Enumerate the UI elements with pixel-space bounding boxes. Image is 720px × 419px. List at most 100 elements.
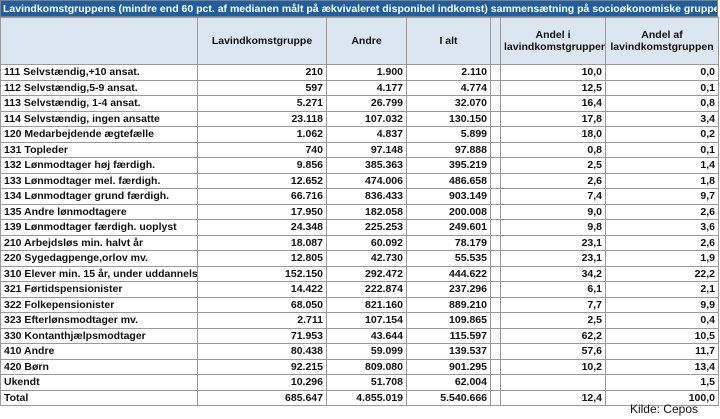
table-cell: 134 Lønmodtager grund færdigh. [0,188,198,205]
table-cell: 3,6 [605,219,719,236]
header-cell [490,17,501,65]
table-cell: 1,9 [605,250,719,267]
table-cell: 135 Andre lønmodtagere [0,203,198,220]
table-cell [490,172,501,189]
table-cell: 42.730 [326,250,407,267]
table-cell: 210 [197,64,327,81]
table-cell: 97.148 [326,141,407,158]
table-cell [490,358,501,375]
table-cell: 1,8 [605,172,719,189]
table-cell: 10,0 [500,64,606,81]
table-cell: 486.658 [406,172,491,189]
table-row: 120 Medarbejdende ægtefælle 1.062 4.837 5.8… [0,126,719,143]
table-cell: 0,1 [605,79,719,96]
table-cell: 139 Lønmodtager færdigh. uoplyst [0,219,198,236]
table-cell: 2,6 [500,172,606,189]
table-cell: 395.219 [406,157,491,174]
table-cell: 18,0 [500,126,606,143]
table-cell [490,296,501,313]
table-cell [490,95,501,112]
table-cell: 4.837 [326,126,407,143]
table-cell: 109.865 [406,312,491,329]
table-cell: 836.433 [326,188,407,205]
table-cell: 16,4 [500,95,606,112]
table-cell: 11,7 [605,343,719,360]
table-row: 133 Lønmodtager mel. færdigh. 12.652 474.0… [0,172,719,189]
header-cell: Lavindkomstgruppe [197,17,327,65]
table-cell: 62,2 [500,327,606,344]
table-cell: 55.535 [406,250,491,267]
header-cell [0,17,198,65]
table-cell: 34,2 [500,265,606,282]
table-cell: 23,1 [500,250,606,267]
header-cell: Andel af lavindkomstgruppen [605,17,719,65]
table-cell: 107.154 [326,312,407,329]
table-cell: 120 Medarbejdende ægtefælle [0,126,198,143]
table-cell: 131 Topleder [0,141,198,158]
table-cell: 444.622 [406,265,491,282]
table-row: 135 Andre lønmodtagere 17.950 182.058 200.0… [0,203,719,220]
table-cell: 18.087 [197,234,327,251]
table-cell [490,219,501,236]
table-cell: 68.050 [197,296,327,313]
table-cell: 60.092 [326,234,407,251]
table-cell: 92.215 [197,358,327,375]
table-cell: 51.708 [326,374,407,391]
table-row: 112 Selvstændig,5-9 ansat. 597 4.177 4.774 1… [0,79,719,96]
table-cell: 597 [197,79,327,96]
table-cell: 249.601 [406,219,491,236]
table-row: Ukendt 10.296 51.708 62.004 1,5 [0,374,719,391]
table-cell: 2.711 [197,312,327,329]
table-cell: 12,4 [500,389,606,406]
table-cell: 10,5 [605,327,719,344]
table-cell: 132 Lønmodtager høj færdigh. [0,157,198,174]
table-cell [490,126,501,143]
table-cell: 0,4 [605,312,719,329]
table-cell: 323 Efterlønsmodtager mv. [0,312,198,329]
table-cell [490,374,501,391]
table-cell: 3,4 [605,110,719,127]
table-row: 410 Andre 80.438 59.099 139.537 57,6 11,7 [0,343,719,360]
table-cell: 152.150 [197,265,327,282]
table-cell: 14.422 [197,281,327,298]
table-cell: 6,1 [500,281,606,298]
table-cell: 71.953 [197,327,327,344]
table-cell: 9,0 [500,203,606,220]
table-cell: 903.149 [406,188,491,205]
table-row: 322 Folkepensionister 68.050 821.160 889.21… [0,296,719,313]
table-cell: 9,8 [500,219,606,236]
table-cell [490,312,501,329]
table-cell: 2.110 [406,64,491,81]
table-cell [490,265,501,282]
table-cell: 78.179 [406,234,491,251]
table-cell: 22,2 [605,265,719,282]
table-cell: 12.805 [197,250,327,267]
table-cell: 1.900 [326,64,407,81]
table-row: Total 685.647 4.855.019 5.540.666 12,4 100,0 [0,389,719,406]
table-cell: 113 Selvstændig, 1-4 ansat. [0,95,198,112]
table-cell: 474.006 [326,172,407,189]
source: Kilde: Cepos [629,402,698,416]
table-row: 310 Elever min. 15 år, under uddannelse 1… [0,265,719,282]
table-cell: 292.472 [326,265,407,282]
table-row: 139 Lønmodtager færdigh. uoplyst 24.348 22… [0,219,719,236]
table-cell: 17.950 [197,203,327,220]
table-cell: 330 Kontanthjælpsmodtager [0,327,198,344]
table-cell: 200.008 [406,203,491,220]
table-cell: 237.296 [406,281,491,298]
table-cell: 10.296 [197,374,327,391]
table-cell: 9.856 [197,157,327,174]
table-cell: 1,4 [605,157,719,174]
table-cell: 97.888 [406,141,491,158]
table-cell: 222.874 [326,281,407,298]
table-cell: 107.032 [326,110,407,127]
table-cell: 12,5 [500,79,606,96]
table-cell: 0,1 [605,141,719,158]
table-cell: 182.058 [326,203,407,220]
table-row: 210 Arbejdsløs min. halvt år 18.087 60.092… [0,234,719,251]
table-cell: 5.540.666 [406,389,491,406]
table-cell [490,203,501,220]
table-row: 113 Selvstændig, 1-4 ansat. 5.271 26.799 32… [0,95,719,112]
table-cell: 133 Lønmodtager mel. færdigh. [0,172,198,189]
